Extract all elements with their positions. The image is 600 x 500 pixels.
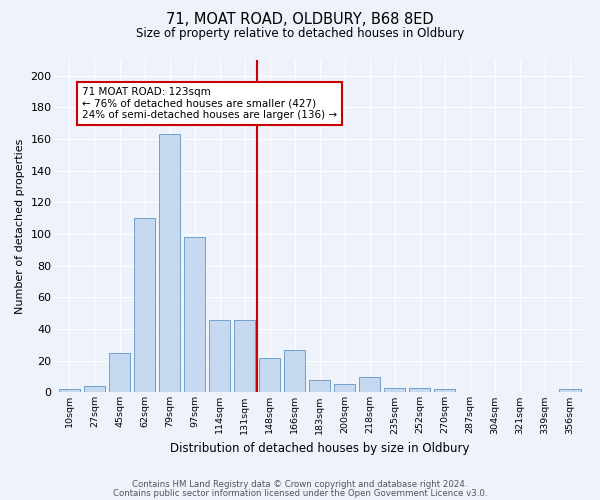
Bar	[309, 380, 331, 392]
Bar	[559, 389, 581, 392]
Bar	[84, 386, 105, 392]
Bar	[209, 320, 230, 392]
Bar	[109, 353, 130, 393]
Text: Contains public sector information licensed under the Open Government Licence v3: Contains public sector information licen…	[113, 488, 487, 498]
Bar	[259, 358, 280, 392]
Bar	[409, 388, 430, 392]
Bar	[59, 389, 80, 392]
Text: Contains HM Land Registry data © Crown copyright and database right 2024.: Contains HM Land Registry data © Crown c…	[132, 480, 468, 489]
Text: 71, MOAT ROAD, OLDBURY, B68 8ED: 71, MOAT ROAD, OLDBURY, B68 8ED	[166, 12, 434, 28]
Bar	[234, 320, 255, 392]
Y-axis label: Number of detached properties: Number of detached properties	[15, 138, 25, 314]
Bar	[434, 389, 455, 392]
Bar	[184, 238, 205, 392]
Text: Size of property relative to detached houses in Oldbury: Size of property relative to detached ho…	[136, 28, 464, 40]
Bar	[134, 218, 155, 392]
Bar	[384, 388, 406, 392]
Text: 71 MOAT ROAD: 123sqm
← 76% of detached houses are smaller (427)
24% of semi-deta: 71 MOAT ROAD: 123sqm ← 76% of detached h…	[82, 87, 337, 120]
Bar	[359, 376, 380, 392]
X-axis label: Distribution of detached houses by size in Oldbury: Distribution of detached houses by size …	[170, 442, 469, 455]
Bar	[159, 134, 180, 392]
Bar	[334, 384, 355, 392]
Bar	[284, 350, 305, 393]
